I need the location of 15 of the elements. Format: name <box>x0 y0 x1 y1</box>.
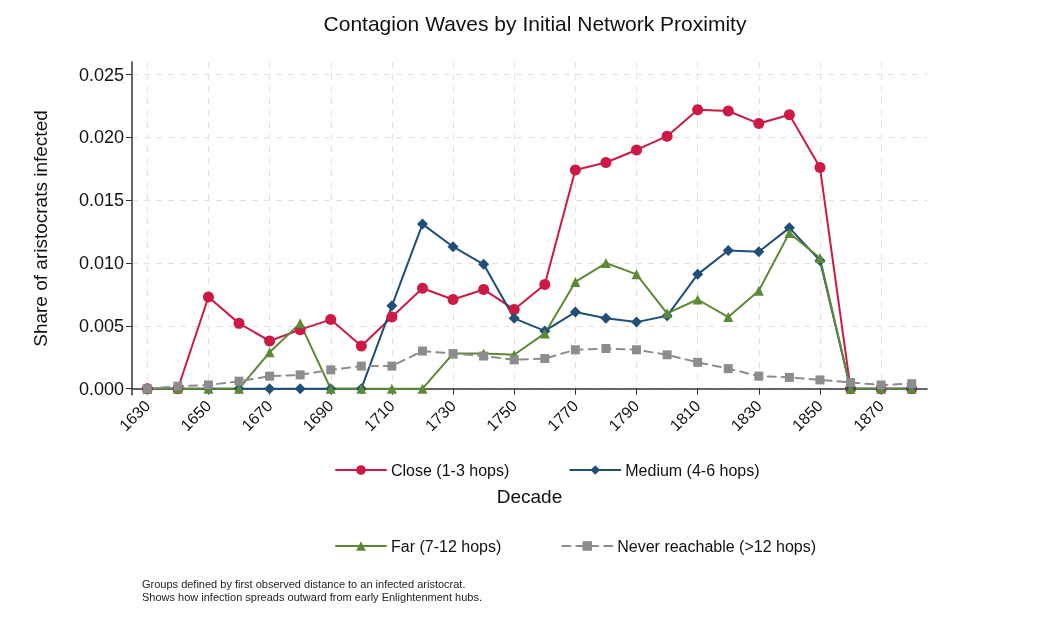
y-tick-label: 0.005 <box>78 315 124 336</box>
text: Shows how infection spreads outward from early Enlightenment hubs. <box>142 590 482 603</box>
y-tick-label: 0.000 <box>78 378 124 399</box>
y-axis-title: Share of aristocrats infected <box>30 110 51 347</box>
legend-label: Far (7-12 hops) <box>391 537 502 555</box>
legend-label: Never reachable (>12 hops) <box>617 537 817 555</box>
y-tick-label: 0.010 <box>78 253 124 274</box>
y-tick-label: 0.020 <box>78 127 124 148</box>
x-axis-title: Decade <box>496 486 563 507</box>
legend-label: Close (1-3 hops) <box>391 461 510 479</box>
legend-label: Medium (4-6 hops) <box>625 461 760 479</box>
text: Groups defined by first observed distance to an infected aristocrat. <box>142 577 466 590</box>
y-tick-label: 0.025 <box>78 64 124 85</box>
y-tick-label: 0.015 <box>78 190 124 211</box>
chart-title: Contagion Waves by Initial Network Proximity <box>323 12 747 35</box>
